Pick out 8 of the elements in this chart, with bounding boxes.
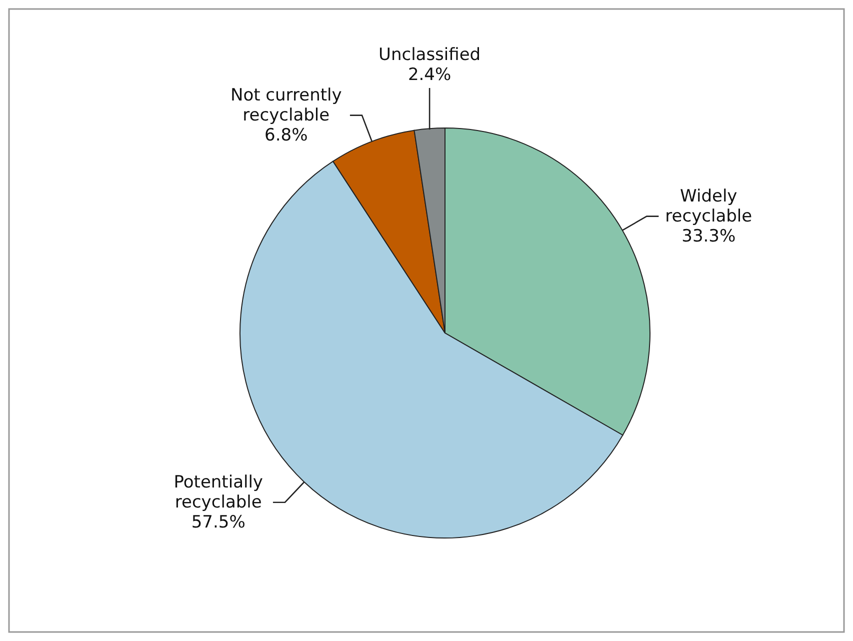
data-label: 33.3%	[682, 226, 736, 246]
data-label: 6.8%	[264, 125, 308, 146]
slice-label: Potentially recyclable	[174, 472, 263, 512]
data-label: 57.5%	[191, 512, 246, 532]
slice-label: Widely recyclable	[665, 186, 752, 226]
slice-label: Unclassified	[378, 45, 481, 65]
data-label: 2.4%	[408, 65, 452, 85]
slice-label: Not currently recyclable	[230, 85, 342, 126]
